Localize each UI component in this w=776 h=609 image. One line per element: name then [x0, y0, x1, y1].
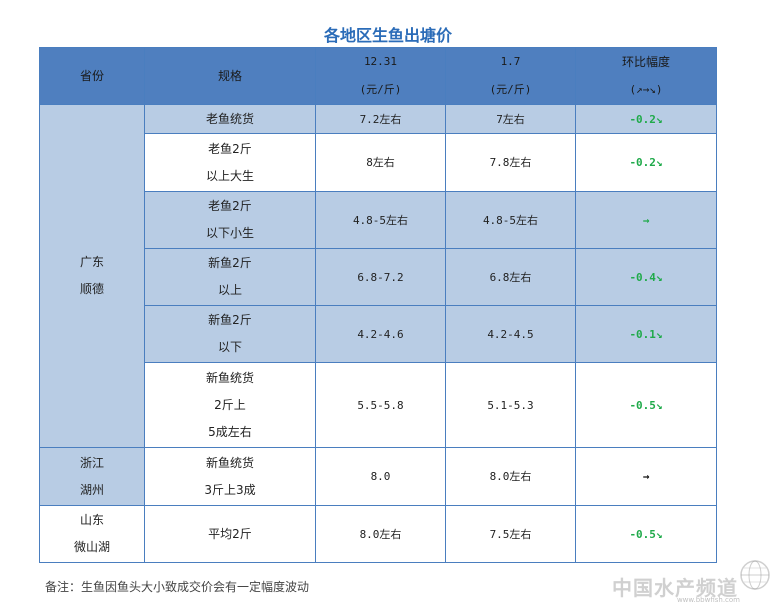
- change-cell: -0.2↘: [575, 104, 717, 134]
- spec-line: 新鱼统货: [205, 455, 254, 470]
- province-cell: 广东 顺德: [39, 104, 145, 448]
- globe-icon: [740, 560, 770, 590]
- spec-line: 以下小生: [205, 226, 254, 240]
- spec-line: 新鱼2斤: [208, 313, 252, 327]
- header-date2: 1.7 (元/斤): [445, 47, 576, 105]
- price-0107: 6.8左右: [445, 248, 576, 306]
- price-table: 省份 规格 12.31 (元/斤) 1.7 (元/斤) 环比幅度 (↗→↘) 广…: [39, 47, 717, 563]
- table-row: 老鱼2斤 以下小生 4.8-5左右 4.8-5左右 →: [40, 191, 717, 249]
- province-cell: 浙江 湖州: [39, 447, 145, 506]
- price-0107: 4.8-5左右: [445, 191, 576, 249]
- spec-line: 新鱼统货: [205, 370, 254, 385]
- spec-line: 5成左右: [208, 424, 252, 439]
- price-1231: 4.2-4.6: [315, 305, 446, 363]
- spec-cell: 老鱼2斤 以上大生: [144, 133, 316, 192]
- change-cell: -0.5↘: [575, 362, 717, 448]
- table-row: 老鱼2斤 以上大生 8左右 7.8左右 -0.2↘: [40, 133, 717, 192]
- change-cell: →: [575, 447, 717, 506]
- table-row: 新鱼统货 2斤上 5成左右 5.5-5.8 5.1-5.3 -0.5↘: [40, 362, 717, 448]
- change-cell: -0.4↘: [575, 248, 717, 306]
- spec-line: 老鱼2斤: [208, 141, 252, 156]
- price-1231: 4.8-5左右: [315, 191, 446, 249]
- price-0107: 7.5左右: [445, 505, 576, 563]
- spec-line: 以上: [217, 283, 242, 297]
- spec-line: 新鱼2斤: [208, 256, 252, 270]
- price-0107: 7左右: [445, 104, 576, 134]
- change-cell: -0.1↘: [575, 305, 717, 363]
- header-date1-date: 12.31: [363, 55, 398, 68]
- price-1231: 5.5-5.8: [315, 362, 446, 448]
- province-name: 山东: [79, 513, 104, 527]
- province-city: 湖州: [79, 482, 104, 497]
- spec-line: 以上大生: [205, 168, 254, 183]
- spec-line: 老鱼统货: [205, 111, 254, 126]
- spec-cell: 老鱼2斤 以下小生: [144, 191, 316, 249]
- table-row: 山东 微山湖 平均2斤 8.0左右 7.5左右 -0.5↘: [39, 505, 717, 563]
- price-1231: 6.8-7.2: [315, 248, 446, 306]
- spec-cell: 老鱼统货: [144, 104, 316, 134]
- header-change-legend: (↗→↘): [629, 83, 663, 96]
- header-date1: 12.31 (元/斤): [315, 47, 446, 105]
- header-spec: 规格: [144, 47, 316, 105]
- watermark-url: www.bbwfish.com: [676, 596, 740, 604]
- spec-cell: 新鱼统货 2斤上 5成左右: [144, 362, 316, 448]
- header-date2-unit: (元/斤): [489, 83, 532, 96]
- table-row: 广东 顺德 老鱼统货 7.2左右 7左右 -0.2↘: [39, 104, 717, 448]
- spec-cell: 新鱼统货 3斤上3成: [144, 447, 316, 506]
- table-row: 浙江 湖州 新鱼统货 3斤上3成 8.0 8.0左右 →: [39, 447, 717, 506]
- header-date1-unit: (元/斤): [359, 83, 402, 96]
- spec-cell: 新鱼2斤 以下: [144, 305, 316, 363]
- province-name: 广东: [79, 255, 104, 269]
- spec-cell: 新鱼2斤 以上: [144, 248, 316, 306]
- price-1231: 8.0: [315, 447, 446, 506]
- change-cell: -0.2↘: [575, 133, 717, 192]
- price-1231: 8左右: [315, 133, 446, 192]
- header-change-label: 环比幅度: [621, 55, 670, 69]
- spec-cell: 平均2斤: [144, 505, 316, 563]
- price-1231: 7.2左右: [315, 104, 446, 134]
- header-change: 环比幅度 (↗→↘): [575, 47, 717, 105]
- table-row: 新鱼2斤 以上 6.8-7.2 6.8左右 -0.4↘: [40, 248, 717, 306]
- province-name: 浙江: [79, 455, 104, 470]
- province-cell: 山东 微山湖: [39, 505, 145, 563]
- page-title: 各地区生鱼出塘价: [323, 26, 452, 45]
- price-0107: 4.2-4.5: [445, 305, 576, 363]
- price-0107: 5.1-5.3: [445, 362, 576, 448]
- province-city: 顺德: [79, 282, 104, 296]
- change-cell: -0.5↘: [575, 505, 717, 563]
- watermark-logo: 中国水产频道: [612, 576, 738, 600]
- spec-line: 2斤上: [214, 397, 246, 412]
- footnote: 备注：生鱼因鱼头大小致成交价会有一定幅度波动: [45, 580, 310, 594]
- spec-line: 以下: [217, 340, 242, 354]
- province-city: 微山湖: [73, 540, 110, 554]
- spec-line: 老鱼2斤: [208, 199, 252, 213]
- price-0107: 7.8左右: [445, 133, 576, 192]
- change-cell: →: [575, 191, 717, 249]
- spec-line: 3斤上3成: [204, 482, 256, 497]
- spec-line: 平均2斤: [208, 526, 252, 541]
- header-province: 省份: [39, 47, 145, 105]
- header-date2-date: 1.7: [500, 55, 521, 68]
- price-0107: 8.0左右: [445, 447, 576, 506]
- price-1231: 8.0左右: [315, 505, 446, 563]
- header-row: 省份 规格 12.31 (元/斤) 1.7 (元/斤) 环比幅度 (↗→↘): [39, 47, 717, 105]
